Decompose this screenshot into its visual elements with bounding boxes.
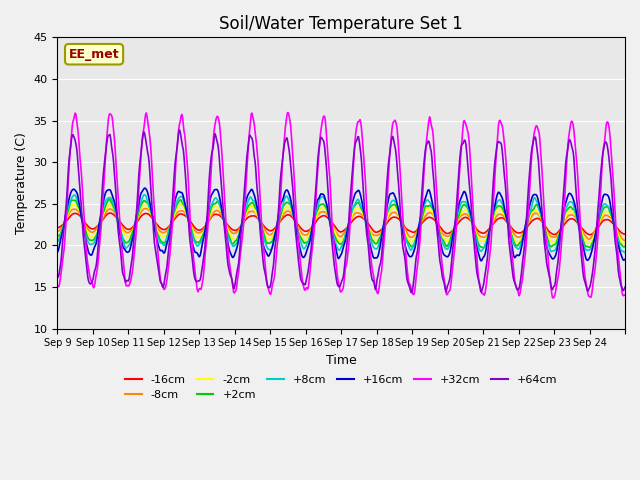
-2cm xyxy=(401,228,408,234)
Line: -8cm: -8cm xyxy=(58,208,625,240)
+64cm xyxy=(275,205,282,211)
Y-axis label: Temperature (C): Temperature (C) xyxy=(15,132,28,234)
+8cm xyxy=(225,236,233,242)
Line: +16cm: +16cm xyxy=(58,188,625,261)
Line: -16cm: -16cm xyxy=(58,213,625,235)
+2cm xyxy=(54,232,61,238)
-2cm xyxy=(621,241,629,247)
+64cm xyxy=(225,267,233,273)
+32cm xyxy=(253,141,260,146)
+8cm xyxy=(253,208,261,214)
+64cm xyxy=(175,127,183,133)
+64cm xyxy=(401,253,408,259)
+32cm xyxy=(54,283,61,289)
+32cm xyxy=(549,295,557,301)
+16cm xyxy=(433,219,440,225)
+16cm xyxy=(477,258,485,264)
+2cm xyxy=(480,245,488,251)
+2cm xyxy=(275,219,282,225)
+8cm xyxy=(433,218,440,224)
+8cm xyxy=(54,239,61,245)
-8cm xyxy=(120,228,128,233)
Line: -2cm: -2cm xyxy=(58,204,625,244)
-16cm xyxy=(586,232,594,238)
+64cm xyxy=(54,272,61,278)
-8cm xyxy=(54,228,61,234)
-2cm xyxy=(253,212,261,218)
-2cm xyxy=(433,217,440,223)
+16cm xyxy=(225,246,233,252)
+16cm xyxy=(275,211,282,217)
+2cm xyxy=(433,216,440,222)
+32cm xyxy=(274,236,282,242)
+32cm xyxy=(433,182,440,188)
+32cm xyxy=(621,292,629,298)
+16cm xyxy=(141,185,148,191)
+16cm xyxy=(54,250,61,255)
+16cm xyxy=(120,246,128,252)
-8cm xyxy=(225,226,233,232)
-16cm xyxy=(433,219,440,225)
+16cm xyxy=(253,205,261,211)
-2cm xyxy=(275,219,282,225)
-8cm xyxy=(621,238,629,243)
-8cm xyxy=(141,205,149,211)
-16cm xyxy=(253,215,261,220)
-2cm xyxy=(54,234,61,240)
-16cm xyxy=(121,225,129,230)
-16cm xyxy=(401,224,408,229)
+16cm xyxy=(401,239,408,244)
+8cm xyxy=(275,216,282,221)
-2cm xyxy=(70,202,77,207)
-16cm xyxy=(54,225,61,231)
-8cm xyxy=(433,218,440,224)
+64cm xyxy=(408,289,416,295)
-16cm xyxy=(225,224,233,229)
+32cm xyxy=(120,265,128,271)
+8cm xyxy=(621,250,629,255)
Line: +8cm: +8cm xyxy=(58,195,625,252)
X-axis label: Time: Time xyxy=(326,354,356,367)
Text: EE_met: EE_met xyxy=(68,48,120,61)
-2cm xyxy=(225,229,233,235)
+16cm xyxy=(621,256,629,262)
+8cm xyxy=(120,241,128,247)
Line: +2cm: +2cm xyxy=(58,199,625,248)
+2cm xyxy=(621,243,629,249)
+8cm xyxy=(141,192,148,198)
+2cm xyxy=(253,208,261,214)
-2cm xyxy=(121,231,129,237)
+2cm xyxy=(225,233,233,239)
+32cm xyxy=(401,235,408,241)
+32cm xyxy=(284,110,291,116)
+64cm xyxy=(621,284,629,290)
Line: +32cm: +32cm xyxy=(58,113,625,298)
Line: +64cm: +64cm xyxy=(58,130,625,292)
Legend: -16cm, -8cm, -2cm, +2cm, +8cm, +16cm, +32cm, +64cm: -16cm, -8cm, -2cm, +2cm, +8cm, +16cm, +3… xyxy=(120,370,562,405)
+8cm xyxy=(401,231,408,237)
+32cm xyxy=(225,249,232,255)
Title: Soil/Water Temperature Set 1: Soil/Water Temperature Set 1 xyxy=(220,15,463,33)
-8cm xyxy=(401,224,408,230)
+64cm xyxy=(253,187,261,192)
+64cm xyxy=(433,228,441,234)
-8cm xyxy=(275,220,282,226)
-16cm xyxy=(621,231,629,237)
-8cm xyxy=(253,213,261,218)
+2cm xyxy=(106,196,113,202)
-16cm xyxy=(106,210,114,216)
-16cm xyxy=(275,220,282,226)
+64cm xyxy=(120,274,128,280)
+2cm xyxy=(121,239,129,245)
+2cm xyxy=(401,231,408,237)
